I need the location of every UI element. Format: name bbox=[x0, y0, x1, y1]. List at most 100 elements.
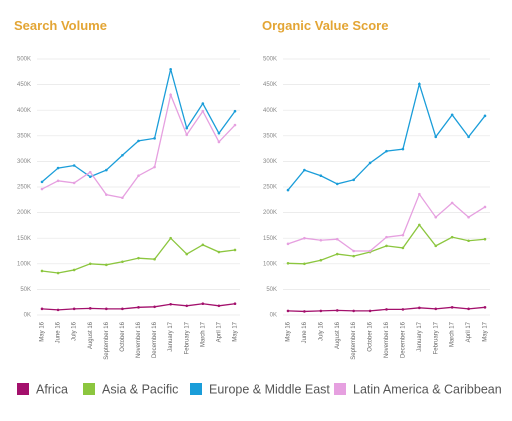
x-tick-label: May 16 bbox=[286, 321, 292, 341]
point bbox=[185, 126, 189, 130]
point bbox=[467, 135, 470, 139]
point bbox=[121, 307, 124, 311]
y-tick-label: 350K bbox=[17, 133, 31, 139]
point bbox=[56, 308, 60, 312]
point bbox=[88, 175, 92, 179]
point bbox=[483, 306, 487, 309]
point bbox=[40, 180, 44, 184]
series-line bbox=[41, 237, 236, 274]
point bbox=[352, 309, 355, 313]
y-tick-label: 400K bbox=[263, 108, 277, 114]
y-tick-label: 200K bbox=[263, 210, 277, 216]
point bbox=[185, 133, 189, 137]
y-tick-label: 150K bbox=[17, 236, 31, 242]
point bbox=[303, 262, 306, 266]
x-tick-label: May 16 bbox=[40, 321, 46, 341]
point bbox=[169, 93, 172, 97]
point bbox=[105, 168, 108, 172]
point bbox=[233, 123, 237, 127]
point bbox=[434, 244, 438, 248]
series-line bbox=[287, 192, 486, 252]
point bbox=[233, 109, 237, 113]
point bbox=[185, 252, 189, 256]
y-tick-label: 450K bbox=[263, 82, 277, 88]
x-tick-label: July 16 bbox=[318, 321, 324, 341]
x-tick-label: May 17 bbox=[233, 321, 239, 341]
legend-swatch bbox=[190, 383, 202, 395]
y-tick-label: 350K bbox=[263, 133, 277, 139]
point bbox=[72, 181, 76, 185]
y-tick-label: 500K bbox=[17, 57, 31, 63]
point bbox=[169, 236, 172, 240]
point bbox=[434, 135, 438, 139]
legend-swatch bbox=[17, 383, 29, 395]
x-tick-label: October 16 bbox=[120, 321, 126, 351]
y-tick-label: 450K bbox=[17, 82, 31, 88]
point bbox=[401, 308, 405, 311]
point bbox=[401, 233, 405, 237]
point bbox=[303, 168, 306, 172]
chart-title: Search Volume bbox=[14, 18, 107, 33]
point bbox=[467, 215, 470, 219]
legend-label: Africa bbox=[36, 382, 68, 396]
point bbox=[352, 254, 355, 258]
point bbox=[56, 166, 60, 170]
point bbox=[185, 304, 189, 308]
x-tick-label: September 16 bbox=[104, 321, 110, 359]
point bbox=[121, 196, 124, 200]
point bbox=[233, 248, 237, 252]
point bbox=[201, 109, 205, 113]
y-tick-label: 0K bbox=[270, 313, 277, 319]
point bbox=[418, 306, 421, 310]
point bbox=[153, 257, 156, 261]
point bbox=[319, 258, 323, 262]
x-tick-label: November 16 bbox=[136, 321, 142, 358]
legend-swatch bbox=[334, 383, 346, 395]
point bbox=[233, 302, 237, 306]
point bbox=[434, 215, 438, 219]
point bbox=[303, 236, 306, 240]
point bbox=[335, 237, 339, 241]
point bbox=[121, 260, 124, 264]
point bbox=[169, 302, 172, 306]
point bbox=[385, 149, 388, 153]
point bbox=[56, 179, 60, 183]
x-tick-label: March 17 bbox=[200, 321, 206, 347]
series-line bbox=[287, 81, 486, 191]
y-tick-label: 400K bbox=[17, 108, 31, 114]
y-tick-label: 50K bbox=[20, 287, 31, 293]
legend-label: Asia & Pacific bbox=[102, 382, 178, 396]
point bbox=[137, 174, 140, 178]
x-tick-label: February 17 bbox=[184, 321, 190, 354]
legend-swatch bbox=[83, 383, 95, 395]
x-tick-label: January 17 bbox=[417, 321, 423, 351]
y-tick-label: 50K bbox=[266, 287, 277, 293]
point bbox=[483, 205, 487, 209]
x-tick-label: June 16 bbox=[302, 321, 308, 343]
point bbox=[450, 113, 454, 117]
x-tick-label: October 16 bbox=[368, 321, 374, 351]
point bbox=[88, 262, 92, 266]
point bbox=[319, 309, 323, 313]
y-tick-label: 100K bbox=[263, 261, 277, 267]
x-tick-label: April 17 bbox=[216, 321, 222, 342]
point bbox=[137, 306, 140, 309]
point bbox=[72, 164, 76, 167]
y-tick-label: 250K bbox=[263, 185, 277, 191]
x-tick-label: August 16 bbox=[88, 321, 94, 349]
x-tick-label: November 16 bbox=[384, 321, 390, 358]
x-tick-label: January 17 bbox=[168, 321, 174, 351]
point bbox=[88, 170, 92, 174]
legend-label: Europe & Middle East bbox=[209, 382, 330, 396]
point bbox=[286, 309, 290, 313]
point bbox=[401, 147, 405, 151]
y-tick-label: 0K bbox=[24, 313, 31, 319]
point bbox=[201, 243, 205, 247]
point bbox=[385, 308, 388, 311]
point bbox=[40, 269, 44, 273]
point bbox=[153, 165, 156, 169]
point bbox=[368, 249, 372, 253]
x-tick-label: June 16 bbox=[56, 321, 62, 343]
point bbox=[418, 82, 421, 86]
point bbox=[217, 250, 221, 254]
